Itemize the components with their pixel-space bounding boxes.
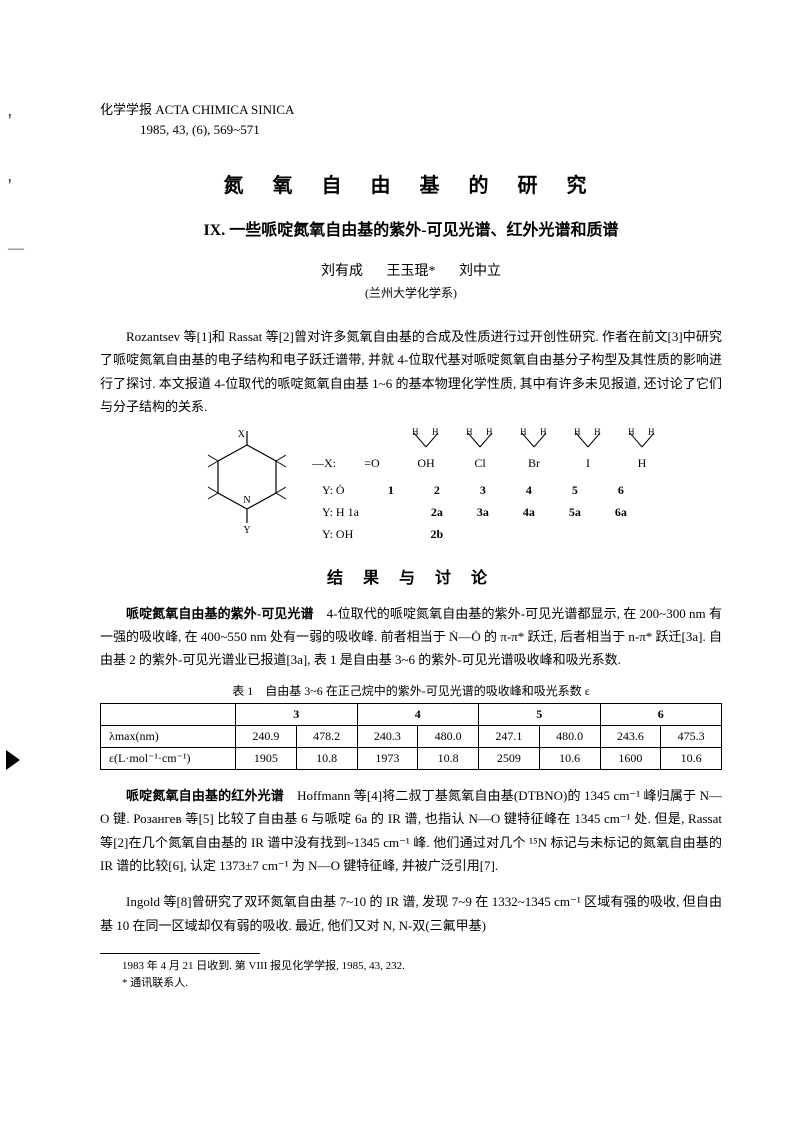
x-sub-2: HHCl bbox=[462, 427, 498, 472]
svg-text:H: H bbox=[466, 427, 473, 437]
svg-text:H: H bbox=[432, 427, 439, 437]
journal-name-cn: 化学学报 bbox=[100, 102, 152, 117]
author-1: 刘有成 bbox=[321, 264, 363, 279]
svg-text:H: H bbox=[594, 427, 601, 437]
svg-text:X: X bbox=[238, 429, 246, 440]
svg-text:H: H bbox=[628, 427, 635, 437]
ir-paragraph-2: Ingold 等[8]曾研究了双环氮氧自由基 7~10 的 IR 谱, 发现 7… bbox=[100, 890, 722, 937]
table1-caption: 表 1 自由基 3~6 在正己烷中的紫外-可见光谱的吸收峰和吸光系数 ε bbox=[100, 682, 722, 699]
authors: 刘有成 王玉琨* 刘中立 bbox=[100, 260, 722, 280]
ir-paragraph-1: 哌啶氮氧自由基的红外光谱 Hoffmann 等[4]将二叔丁基氮氧自由基(DTB… bbox=[100, 784, 722, 878]
ir-heading: 哌啶氮氧自由基的红外光谱 bbox=[126, 788, 284, 803]
affiliation: (兰州大学化学系) bbox=[100, 284, 722, 301]
svg-text:Y: Y bbox=[243, 525, 250, 536]
substituent-table: —X: =O HHOH HHCl HHBr HHI HHH Y: Ȯ123456… bbox=[312, 427, 660, 546]
structure-diagram: X Y N —X: =O HHOH HHCl HHBr HHI HHH Y: bbox=[140, 427, 722, 546]
x-sub-4: HHI bbox=[570, 427, 606, 472]
svg-text:N: N bbox=[243, 495, 250, 506]
table1: 3456 λmax(nm)240.9478.2240.3480.0247.148… bbox=[100, 703, 722, 770]
uvvis-paragraph: 哌啶氮氧自由基的紫外-可见光谱 4-位取代的哌啶氮氧自由基的紫外-可见光谱都显示… bbox=[100, 602, 722, 672]
svg-text:H: H bbox=[540, 427, 547, 437]
footnote-1: 1983 年 4 月 21 日收到. 第 VIII 报见化学学报, 1985, … bbox=[100, 958, 722, 975]
x-sub-3: HHBr bbox=[516, 427, 552, 472]
x-sub-1: HHOH bbox=[408, 427, 444, 472]
author-2: 王玉琨* bbox=[387, 264, 436, 279]
section-heading: 结 果 与 讨 论 bbox=[100, 564, 722, 588]
main-title: 氮 氧 自 由 基 的 研 究 bbox=[100, 169, 722, 198]
x-sub-5: HHH bbox=[624, 427, 660, 472]
journal-name-en: ACTA CHIMICA SINICA bbox=[155, 102, 294, 117]
page-content: 化学学报 ACTA CHIMICA SINICA 1985, 43, (6), … bbox=[0, 0, 807, 1031]
molecule-svg: X Y N bbox=[202, 427, 292, 537]
svg-text:H: H bbox=[520, 427, 527, 437]
journal-header: 化学学报 ACTA CHIMICA SINICA 1985, 43, (6), … bbox=[100, 100, 722, 139]
svg-text:H: H bbox=[486, 427, 493, 437]
footnote-separator bbox=[100, 953, 260, 954]
journal-issue: 1985, 43, (6), 569~571 bbox=[100, 120, 722, 140]
footnote-2: * 通讯联系人. bbox=[100, 975, 722, 992]
svg-text:H: H bbox=[412, 427, 419, 437]
intro-paragraph: Rozantsev 等[1]和 Rassat 等[2]曾对许多氮氧自由基的合成及… bbox=[100, 325, 722, 419]
svg-text:H: H bbox=[574, 427, 581, 437]
x-sub-0: =O bbox=[354, 454, 390, 472]
svg-text:H: H bbox=[648, 427, 655, 437]
subtitle: IX. 一些哌啶氮氧自由基的紫外-可见光谱、红外光谱和质谱 bbox=[100, 216, 722, 240]
x-label: —X: bbox=[312, 454, 336, 472]
uvvis-heading: 哌啶氮氧自由基的紫外-可见光谱 bbox=[126, 606, 314, 621]
author-3: 刘中立 bbox=[459, 264, 501, 279]
